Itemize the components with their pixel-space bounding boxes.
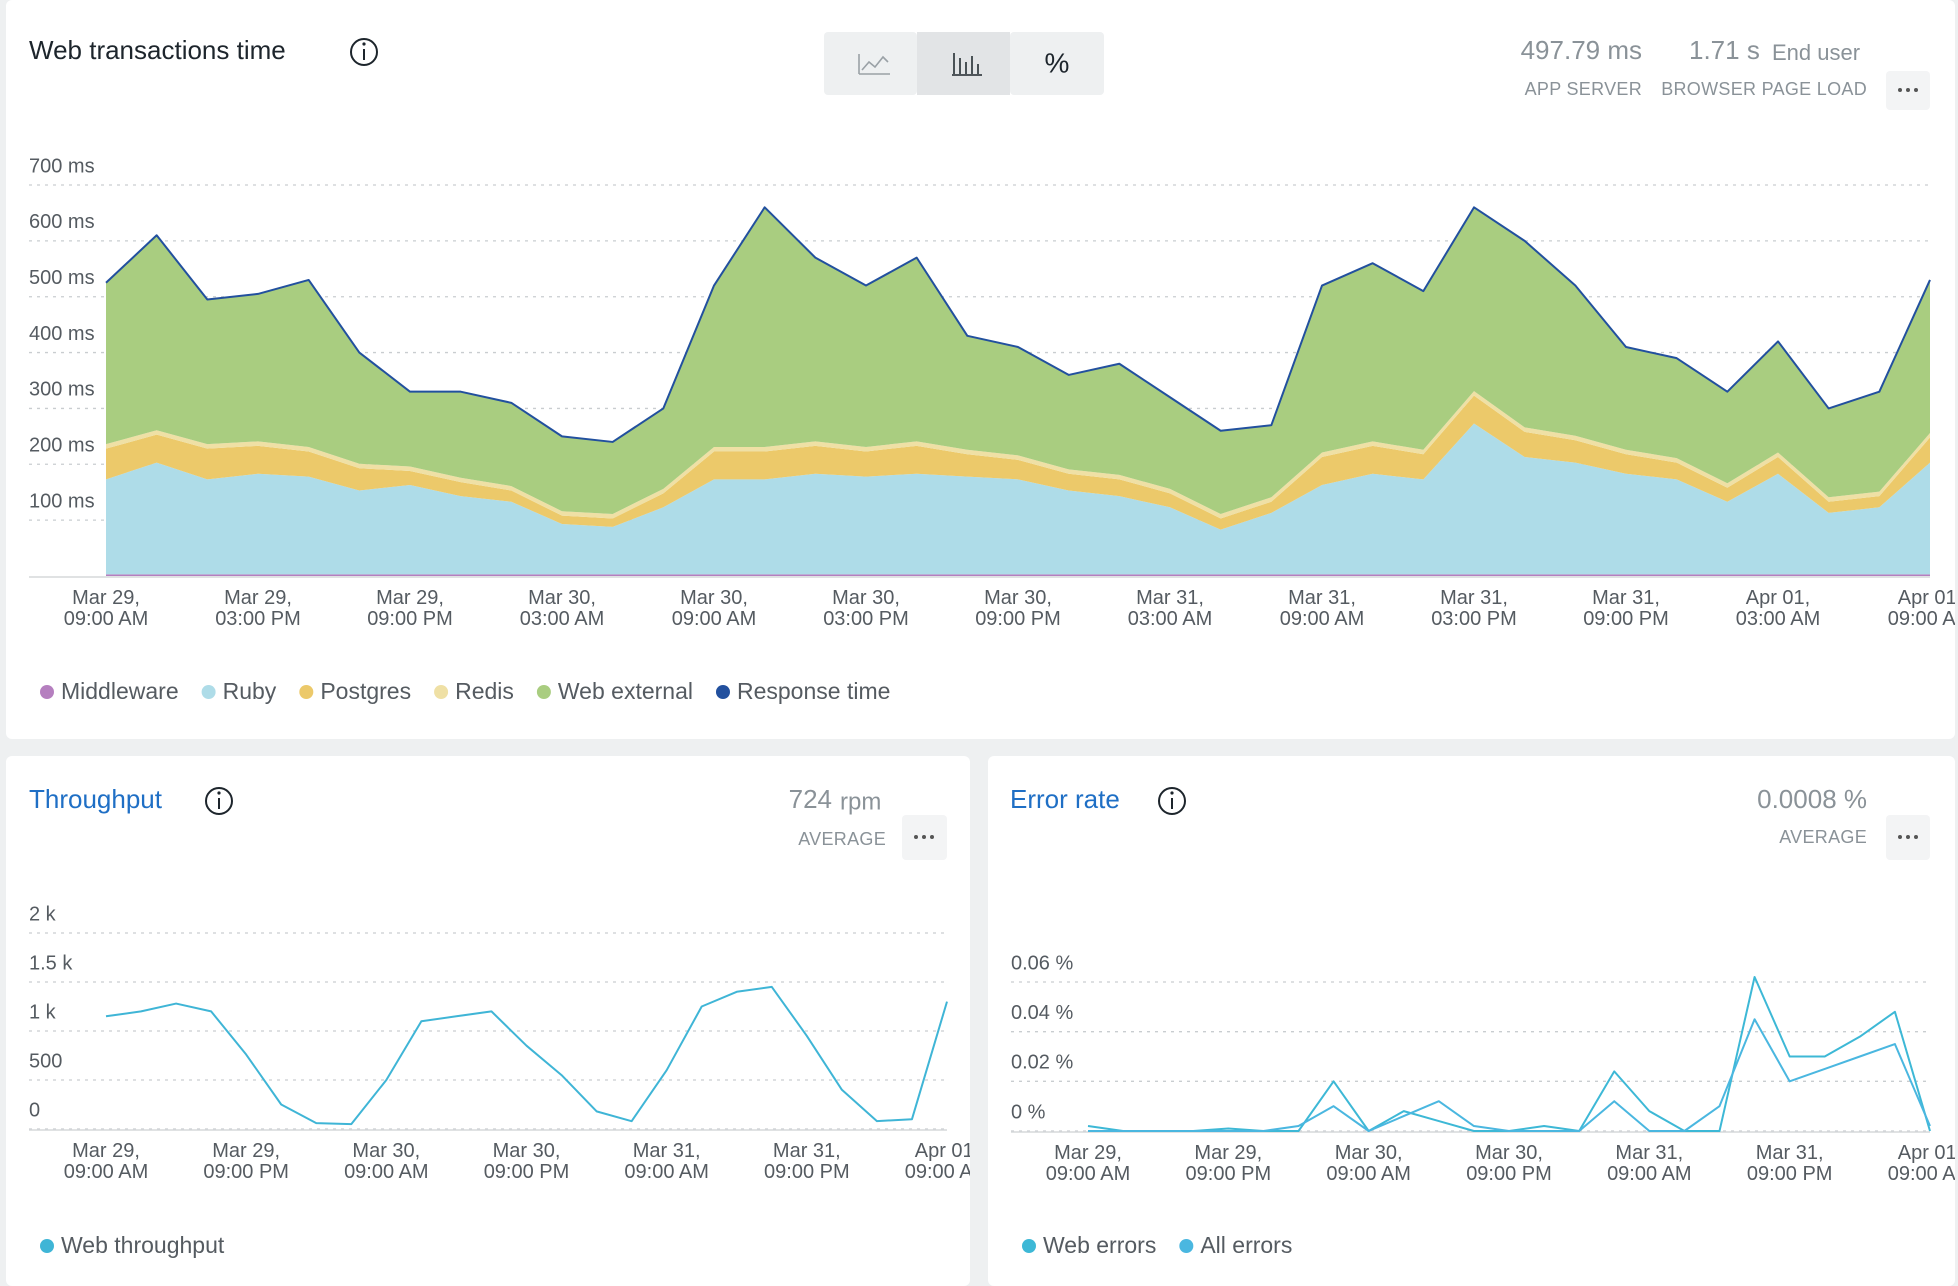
y-tick-label: 100 ms [29,490,95,512]
x-tick-label: Apr 01, 09:00 AM [904,1140,970,1183]
legend-marker [434,685,449,699]
chart-title[interactable]: Error rate [1010,784,1120,814]
stat-label: AVERAGE [798,829,886,849]
y-tick-label: 400 ms [29,323,95,345]
bar-view-button[interactable] [917,32,1010,95]
chart-title[interactable]: Throughput [29,784,163,814]
x-tick-label: Mar 31, 03:00 PM [1431,587,1517,630]
stacked-area [106,423,1930,575]
x-tick-label: Mar 29, 09:00 PM [367,587,453,630]
x-tick-label: Mar 29, 03:00 PM [215,587,301,630]
legend-label: Web errors [1043,1232,1156,1258]
x-tick-label: Mar 30, 09:00 PM [483,1140,570,1183]
x-tick-label: Mar 31, 09:00 PM [1583,587,1669,630]
stat-label: AVERAGE [1779,827,1867,847]
x-tick-label: Mar 30, 09:00 AM [671,587,757,630]
info-icon[interactable] [1158,787,1186,815]
throughput-panel: Throughput 724 rpm AVERAGE 0 500 1 k 1.5 k 2… [6,756,970,1286]
x-tick-label: Mar 31, 09:00 AM [624,1140,709,1183]
error-rate-panel: Error rate 0.0008 % AVERAGE 0 % 0.02 % 0.0… [988,756,1955,1286]
y-tick-label: 300 ms [29,379,95,401]
x-tick-label: Mar 30, 09:00 PM [975,587,1061,630]
x-tick-label: Mar 29, 09:00 AM [1045,1142,1131,1185]
legend-label: All errors [1200,1232,1292,1258]
legend-label: Redis [455,678,514,704]
x-tick-label: Mar 30, 09:00 AM [1326,1142,1411,1185]
y-tick-label: 1.5 k [29,952,73,974]
y-tick-label: 2 k [29,903,57,925]
x-tick-label: Mar 29, 09:00 PM [203,1140,289,1183]
web-transactions-panel: Web transactions time % 497.79 ms APP SE… [6,0,1955,739]
x-tick-label: Apr 01, 03:00 AM [1735,587,1821,630]
stat-value: 1.71 s [1689,35,1760,65]
y-tick-label: 0.06 % [1011,952,1073,974]
x-tick-label: Mar 30, 03:00 AM [519,587,605,630]
stat-value: 0.0008 % [1757,784,1867,814]
x-tick-label: Mar 30, 09:00 AM [344,1140,429,1183]
y-tick-label: 700 ms [29,155,95,177]
legend-marker [715,685,730,699]
legend-label: Response time [737,678,890,704]
legend-marker [201,685,216,699]
y-tick-label: 0 [29,1099,40,1121]
series-line [105,206,1931,443]
series-line [1087,976,1931,1132]
legend-marker [536,685,551,699]
stat-label: BROWSER PAGE LOAD [1661,79,1867,99]
legend-label: Postgres [320,678,411,704]
x-tick-label: Mar 31, 09:00 PM [1746,1142,1833,1185]
legend-marker [1179,1239,1194,1253]
legend-label: Web throughput [61,1232,225,1258]
percent-view-button[interactable] [1010,32,1104,95]
legend-marker [40,1239,54,1253]
x-tick-label: Apr 01, 09:00 AM [1887,587,1955,630]
y-tick-label: 0 % [1011,1101,1046,1123]
menu-button[interactable] [902,815,947,860]
legend-marker [1022,1239,1036,1253]
x-tick-label: Mar 31, 09:00 AM [1279,587,1365,630]
stat-value: 497.79 ms [1521,35,1642,65]
x-tick-label: Mar 29, 09:00 PM [1185,1142,1272,1185]
legend-label: Web external [558,678,693,704]
info-icon[interactable] [205,787,233,815]
x-tick-label: Mar 29, 09:00 AM [63,587,149,630]
x-tick-label: Mar 30, 03:00 PM [823,587,909,630]
menu-button[interactable] [1886,815,1930,860]
y-tick-label: 500 [29,1050,62,1072]
x-tick-label: Apr 01, 09:00 AM [1887,1142,1955,1185]
y-tick-label: 0.04 % [1011,1002,1073,1024]
series-line [1088,1018,1931,1132]
chart: Error rate 0.0008 % AVERAGE 0 % 0.02 % 0.0… [1010,784,1931,1258]
x-tick-label: Mar 31, 09:00 AM [1607,1142,1692,1185]
x-tick-label: Mar 29, 09:00 AM [63,1140,149,1183]
stat-label: APP SERVER [1525,79,1642,99]
percent-toggle[interactable]: % [1045,47,1070,78]
x-tick-label: Mar 31, 03:00 AM [1127,587,1213,630]
info-icon[interactable] [350,38,378,66]
y-tick-label: 0.02 % [1011,1052,1073,1074]
legend-marker [299,685,314,699]
area-icon [858,54,890,75]
legend-marker [40,685,54,699]
chart-title: Web transactions time [29,35,286,65]
x-tick-label: Mar 31, 09:00 PM [764,1140,850,1183]
y-tick-label: 500 ms [29,267,95,289]
stat-value: 724 [789,784,832,814]
stat-note: End user [1772,40,1860,65]
y-tick-label: 1 k [29,1001,57,1023]
stacked-area [106,574,1930,576]
stat-unit: rpm [840,788,881,815]
legend-label: Middleware [61,678,179,704]
series-line [105,985,948,1126]
y-tick-label: 600 ms [29,211,95,233]
chart: Web transactions time % 497.79 ms APP SE… [29,32,1931,704]
legend-label: Ruby [223,678,277,704]
y-tick-label: 200 ms [29,435,95,457]
stacked-area [106,395,1930,530]
chart: Throughput 724 rpm AVERAGE 0 500 1 k 1.5 k 2… [29,784,948,1258]
menu-button[interactable] [1886,71,1930,110]
x-tick-label: Mar 30, 09:00 PM [1466,1142,1552,1185]
bar-icon [952,53,982,76]
